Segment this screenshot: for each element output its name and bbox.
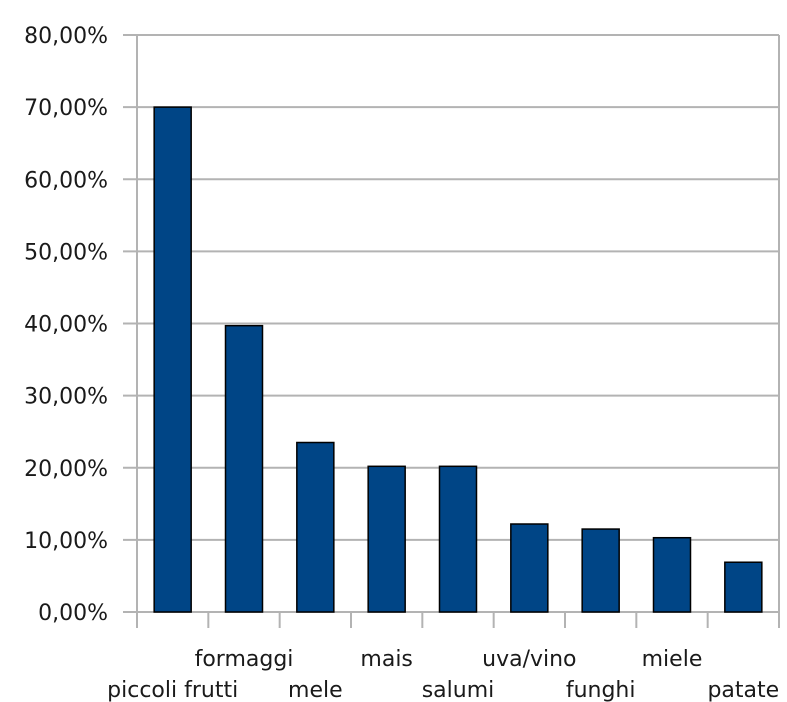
bar-miele [652,536,692,613]
bar-formaggi [224,324,264,613]
bar-piccoli-frutti [153,106,192,613]
x-category-label: piccoli frutti [107,678,238,702]
bar-mele [296,441,335,613]
y-tick-label: 40,00% [24,313,108,338]
bar-mais [367,465,406,613]
y-tick-label: 80,00% [24,24,108,49]
y-axis-tick-labels: 0,00% 10,00% 20,00% 30,00% 40,00% 50,00% 60,00… [24,24,108,626]
y-tick-label: 20,00% [24,457,108,482]
x-category-label: miele [642,647,703,672]
x-category-label: formaggi [195,647,294,672]
y-tick-label: 60,00% [24,168,108,193]
x-category-label: uva/vino [482,647,576,672]
bar-salumi [438,465,478,613]
x-category-label: patate [707,678,779,702]
x-category-label: funghi [566,678,636,702]
y-tick-label: 30,00% [24,385,108,410]
x-category-label: mele [288,678,343,702]
y-tick-label: 10,00% [24,529,108,554]
axes [136,35,780,628]
x-category-label: salumi [422,678,495,702]
bar-patate [724,561,763,613]
y-tick-label: 0,00% [38,601,108,626]
bar-funghi [581,528,620,613]
bar-uva-vino [510,523,549,613]
y-tick-label: 70,00% [24,96,108,121]
x-category-label: mais [360,647,413,672]
y-tick-label: 50,00% [24,240,108,265]
bars [153,106,763,613]
x-axis-category-labels: piccoli frutti formaggi mele mais salumi uva/… [107,647,779,702]
